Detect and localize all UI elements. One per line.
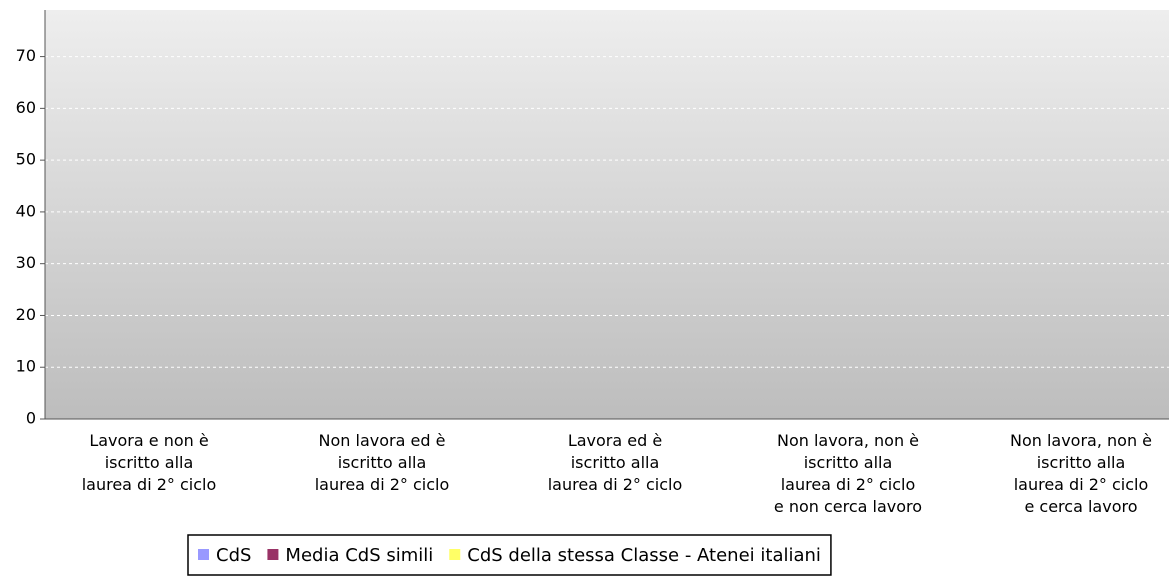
legend-label: CdS bbox=[216, 545, 251, 566]
legend-label: CdS della stessa Classe - Atenei italian… bbox=[467, 545, 821, 566]
y-tick-label: 10 bbox=[16, 357, 36, 376]
legend-box bbox=[187, 534, 832, 576]
plot-background bbox=[45, 10, 1169, 419]
y-tick-label: 0 bbox=[26, 409, 36, 428]
y-tick-label: 30 bbox=[16, 253, 36, 272]
x-tick-label: Non lavora, non è iscritto alla laurea di … bbox=[774, 431, 922, 516]
y-tick-label: 70 bbox=[16, 46, 36, 65]
y-tick-label: 20 bbox=[16, 305, 36, 324]
legend-swatch bbox=[267, 549, 279, 560]
legend-swatch bbox=[198, 549, 209, 560]
y-tick-label: 50 bbox=[16, 150, 36, 169]
y-tick-label: 60 bbox=[16, 98, 36, 117]
x-tick-label: Lavora ed è iscritto alla laurea di 2° cic… bbox=[548, 431, 683, 494]
x-tick-label: Lavora e non è iscritto alla laurea di 2° … bbox=[82, 431, 217, 494]
legend-label: Media CdS simili bbox=[285, 545, 433, 566]
legend-swatch bbox=[449, 549, 461, 560]
y-tick-label: 40 bbox=[16, 201, 36, 220]
x-tick-label: Non lavora ed è iscritto alla laurea di 2°… bbox=[315, 431, 450, 494]
x-tick-label: Non lavora, non è iscritto alla laurea di … bbox=[1010, 431, 1152, 516]
